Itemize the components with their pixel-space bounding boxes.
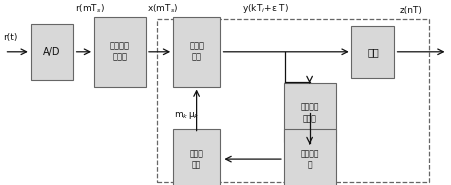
Bar xyxy=(283,83,335,142)
Text: 抽取: 抽取 xyxy=(366,47,378,57)
Text: 数字匹配
滤波器: 数字匹配 滤波器 xyxy=(110,42,129,62)
Bar xyxy=(351,26,393,78)
Bar xyxy=(173,130,220,185)
Text: 环路滤波
器: 环路滤波 器 xyxy=(300,149,318,169)
Text: z(nT): z(nT) xyxy=(399,6,422,15)
Text: 定时误差
检测器: 定时误差 检测器 xyxy=(300,103,318,123)
Text: r(t): r(t) xyxy=(4,33,18,42)
Bar xyxy=(31,24,73,80)
Bar xyxy=(173,17,220,87)
Text: 插值滤
波器: 插值滤 波器 xyxy=(189,42,204,62)
Text: x(mT$_s$): x(mT$_s$) xyxy=(147,2,178,15)
Text: m$_k$: m$_k$ xyxy=(174,111,189,121)
Text: A/D: A/D xyxy=(43,47,60,57)
Bar xyxy=(157,19,428,182)
Text: 定时控
制器: 定时控 制器 xyxy=(189,149,203,169)
Text: μ$_k$: μ$_k$ xyxy=(187,110,199,121)
Text: y(kT$_i$+ε T): y(kT$_i$+ε T) xyxy=(241,2,288,15)
Text: r(mT$_s$): r(mT$_s$) xyxy=(74,2,104,15)
Bar xyxy=(94,17,145,87)
Bar xyxy=(283,130,335,185)
